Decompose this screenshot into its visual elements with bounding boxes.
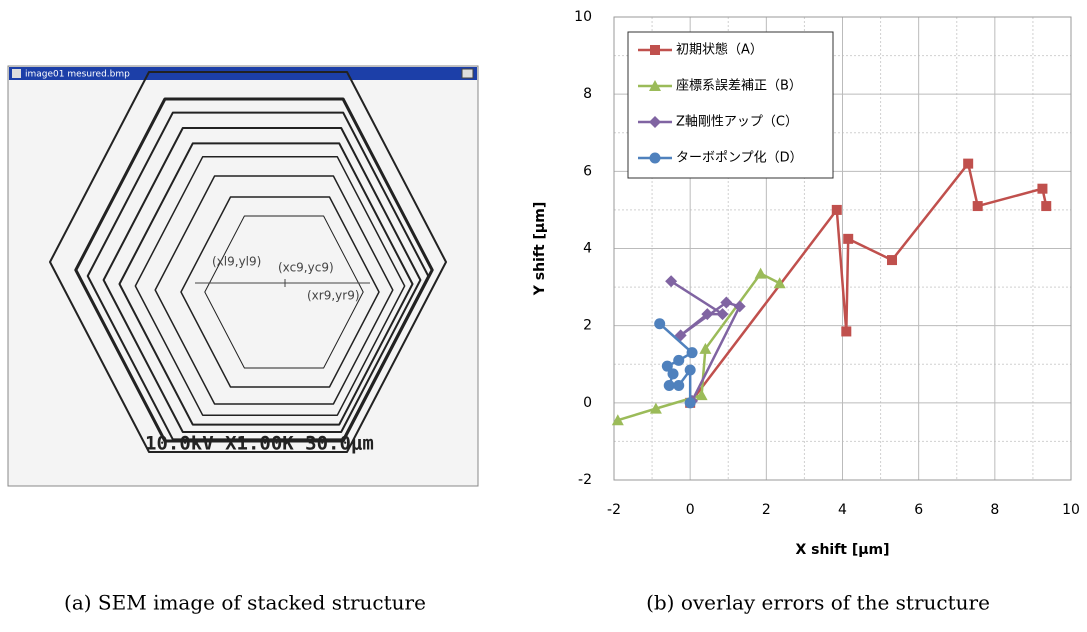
close-button[interactable] [462,69,473,78]
y-tick-label: 8 [583,86,592,102]
figure: image01 mesured.bmp (xl9,yl9) (xc9,yc9) … [0,0,1087,628]
label-right: (xr9,yr9) [307,289,360,303]
marker [963,159,973,169]
y-tick-label: 10 [574,9,592,25]
marker [734,300,746,312]
marker [843,234,853,244]
x-tick-label: 6 [914,502,923,518]
info-bar: 10.0kV X1.00K 30.0μm [145,433,374,455]
legend-label: 初期状態（A） [676,42,763,58]
marker [654,318,665,329]
label-center: (xc9,yc9) [278,261,334,275]
marker [887,255,897,265]
window-icon [12,69,21,78]
x-tick-label: 8 [990,502,999,518]
sem-window: image01 mesured.bmp (xl9,yl9) (xc9,yc9) … [8,66,478,486]
marker [755,268,767,279]
marker [673,355,684,366]
x-tick-label: 10 [1062,502,1080,518]
chart: -2 0 2 4 6 8 10 -2 0 2 4 6 8 10 X shift [µm] Y shift [µ… [532,9,1080,558]
y-tick-label: 0 [583,395,592,411]
x-tick-label: 0 [686,502,695,518]
x-tick-label: -2 [607,502,621,518]
y-tick-label: 6 [583,163,592,179]
legend-label: 座標系誤差補正（B） [676,78,802,94]
marker [685,365,696,376]
y-axis-title: Y shift [µm] [532,202,548,296]
marker [668,368,679,379]
marker [673,380,684,391]
marker [832,205,842,215]
marker [650,45,660,55]
label-left: (xl9,yl9) [212,255,261,269]
caption-b: (b) overlay errors of the structure [646,591,990,615]
marker [1041,201,1051,211]
marker [973,201,983,211]
x-tick-label: 4 [838,502,847,518]
marker [665,275,677,287]
series-line [690,164,1046,403]
marker [841,326,851,336]
y-tick-label: -2 [578,472,592,488]
y-tick-label: 2 [583,318,592,334]
page: image01 mesured.bmp (xl9,yl9) (xc9,yc9) … [0,0,1087,632]
marker [685,397,696,408]
legend-label: Z軸剛性アップ（C） [676,115,798,130]
x-axis-title: X shift [µm] [795,542,889,558]
caption-a: (a) SEM image of stacked structure [64,591,426,615]
x-tick-label: 2 [762,502,771,518]
marker [1037,184,1047,194]
legend-label: ターボポンプ化（D） [676,151,803,166]
marker [687,347,698,358]
marker [650,153,661,164]
y-tick-label: 4 [583,241,592,257]
marker [664,380,675,391]
window-title: image01 mesured.bmp [25,70,130,80]
